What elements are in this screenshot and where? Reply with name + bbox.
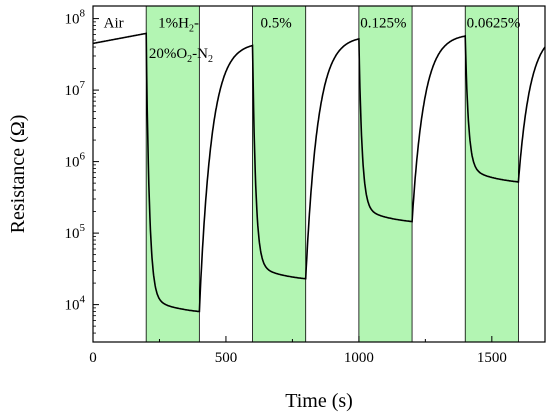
x-axis-ticks: 0 500 1000 1500 bbox=[89, 336, 507, 366]
annotation-air: Air bbox=[104, 16, 124, 32]
x-axis-title: Time (s) bbox=[285, 390, 353, 412]
annotation-h2-1pct: 1%H2- bbox=[158, 16, 199, 35]
y-tick-label: 107 bbox=[65, 79, 86, 99]
y-tick-label: 108 bbox=[65, 8, 86, 28]
plot-frame bbox=[92, 5, 546, 343]
annotation-c-0.125: 0.125% bbox=[360, 16, 406, 32]
resistance-curve bbox=[92, 32, 546, 313]
gas-region-2 bbox=[252, 5, 307, 343]
annotations: Air 1%H2- 20%O2-N2 0.5% 0.125% 0.0625% bbox=[104, 16, 521, 66]
series-group bbox=[92, 32, 546, 313]
x-tick-label: 1000 bbox=[344, 350, 374, 366]
annotation-c-0.0625: 0.0625% bbox=[467, 16, 521, 32]
y-tick-label: 104 bbox=[65, 294, 86, 314]
x-tick-label: 500 bbox=[215, 350, 238, 366]
y-tick-label: 105 bbox=[65, 222, 86, 242]
annotation-o2-n2: 20%O2-N2 bbox=[149, 46, 213, 65]
y-axis-ticks: 104 105 106 107 108 bbox=[65, 8, 99, 334]
y-tick-label: 106 bbox=[65, 151, 86, 171]
x-tick-label: 1500 bbox=[477, 350, 507, 366]
gas-region-3 bbox=[358, 5, 413, 343]
annotation-c-0.5: 0.5% bbox=[261, 16, 292, 32]
y-axis-title: Resistance (Ω) bbox=[7, 115, 29, 234]
gas-region-4 bbox=[464, 5, 519, 343]
x-tick-label: 0 bbox=[89, 350, 97, 366]
